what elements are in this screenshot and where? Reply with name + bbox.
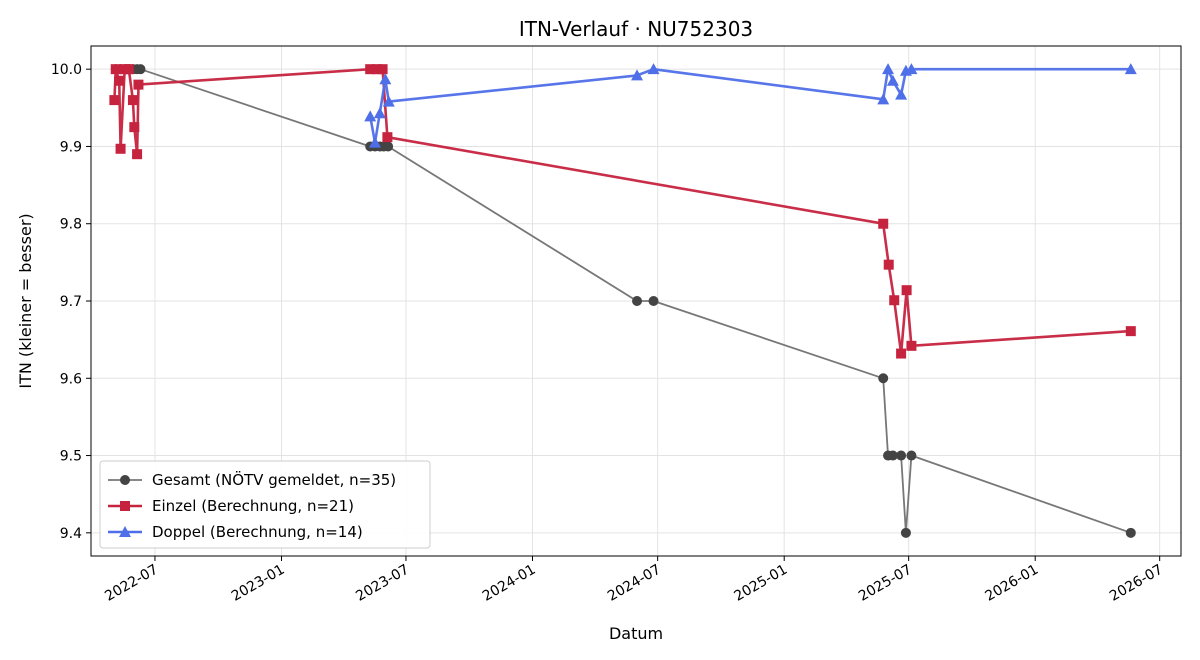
x-tick-label: 2026-07 <box>1107 562 1166 605</box>
x-axis: 2022-07 2023-01 2023-07 2024-01 2024-07 2025-… <box>102 556 1166 605</box>
x-tick-label: 2023-07 <box>353 562 412 605</box>
data-point <box>133 79 144 90</box>
y-tick-label: 9.5 <box>60 449 82 465</box>
data-point <box>135 64 146 75</box>
legend: Gesamt (NÖTV gemeldet, n=35) Einzel (Bere… <box>99 460 431 549</box>
x-tick-label: 2024-07 <box>605 562 664 605</box>
data-point <box>383 141 394 152</box>
legend-marker <box>120 501 130 511</box>
data-point <box>365 64 376 75</box>
series-3 <box>364 63 1137 148</box>
data-point <box>373 107 386 119</box>
data-point <box>1125 326 1136 337</box>
chart-title: ITN-Verlauf · NU752303 <box>519 17 753 41</box>
data-point <box>372 64 383 75</box>
legend-label: Gesamt (NÖTV gemeldet, n=35) <box>152 470 396 489</box>
legend-marker <box>119 526 131 537</box>
data-point <box>631 69 644 81</box>
y-tick-label: 10.0 <box>51 62 82 78</box>
data-point <box>377 64 388 75</box>
data-point <box>1125 527 1136 538</box>
x-tick-label: 2024-01 <box>480 562 539 605</box>
x-axis-label: Datum <box>609 624 663 643</box>
data-point <box>127 95 138 106</box>
data-point <box>906 450 917 461</box>
legend-box <box>99 460 431 549</box>
y-tick-label: 9.8 <box>60 217 82 233</box>
x-tick-label: 2025-07 <box>856 562 915 605</box>
data-point <box>877 93 890 105</box>
legend-label: Doppel (Berechnung, n=14) <box>152 523 363 541</box>
x-tick-label: 2022-07 <box>102 562 161 605</box>
y-tick-label: 9.6 <box>60 371 82 387</box>
data-point <box>648 296 659 306</box>
x-tick-label: 2025-01 <box>732 562 791 605</box>
data-point <box>114 75 125 86</box>
data-point <box>906 340 917 351</box>
data-point <box>647 63 660 75</box>
legend-label: Einzel (Berechnung, n=21) <box>152 497 354 515</box>
data-point <box>632 296 643 306</box>
data-point <box>889 295 900 306</box>
data-point <box>887 450 898 461</box>
data-point <box>883 259 894 270</box>
y-tick-label: 9.9 <box>60 139 82 155</box>
data-point <box>900 527 911 538</box>
data-point <box>896 450 907 461</box>
data-point <box>1124 63 1137 75</box>
data-point <box>901 285 912 296</box>
data-point <box>382 132 393 143</box>
series-2 <box>109 64 1136 359</box>
data-point <box>110 64 121 75</box>
data-point <box>896 348 907 359</box>
x-tick-label: 2023-01 <box>229 562 288 605</box>
x-tick-label: 2026-01 <box>983 562 1042 605</box>
data-point <box>905 63 918 75</box>
series-line <box>368 67 1131 144</box>
data-point <box>132 149 143 160</box>
data-point <box>895 88 908 100</box>
y-axis: 9.4 9.5 9.6 9.7 9.8 9.9 10.0 <box>51 62 91 542</box>
legend-marker <box>120 475 130 485</box>
data-point <box>379 73 392 85</box>
data-point <box>109 95 120 106</box>
data-point <box>364 110 377 122</box>
y-tick-label: 9.7 <box>60 294 82 310</box>
data-point <box>129 122 140 133</box>
y-axis-label: ITN (kleiner = besser) <box>16 213 35 388</box>
data-point <box>382 95 395 107</box>
y-tick-label: 9.4 <box>60 526 82 542</box>
data-point <box>115 143 126 154</box>
data-point <box>878 218 889 229</box>
data-point <box>878 373 889 384</box>
data-point <box>369 136 382 148</box>
data-point <box>123 64 134 75</box>
data-point <box>886 74 899 86</box>
data-point <box>882 63 895 75</box>
series-layer <box>109 63 1137 538</box>
